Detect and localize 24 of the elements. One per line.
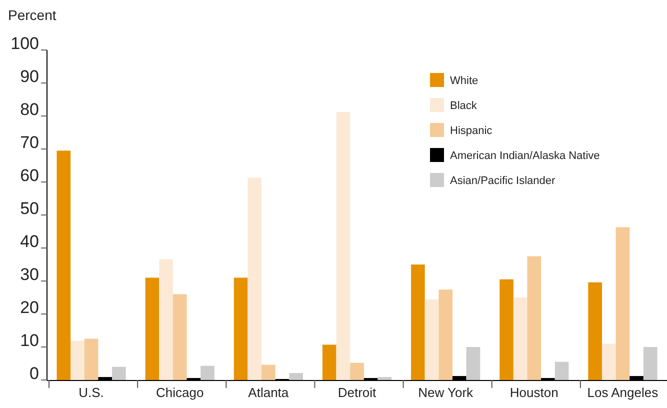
y-tick-label: 30: [20, 265, 39, 284]
x-tick-label: Chicago: [156, 385, 204, 400]
x-tick-label: Houston: [510, 385, 558, 400]
y-tick-label: 60: [20, 166, 39, 186]
y-tick-label: 90: [20, 67, 39, 86]
y-tick-label: 100: [10, 34, 39, 54]
legend-label: Asian/Pacific Islander: [450, 175, 556, 187]
x-tick-label: U.S.: [78, 385, 104, 400]
x-tick-label: Los Angeles: [587, 385, 659, 400]
x-tick-label: Atlanta: [248, 385, 290, 400]
y-tick-label: 80: [20, 100, 39, 120]
y-tick-label: 10: [20, 331, 39, 350]
x-tick-label: Detroit: [338, 385, 377, 400]
y-tick-label: 0: [30, 364, 39, 384]
x-tick-label: New York: [418, 385, 474, 400]
legend-label: American Indian/Alaska Native: [450, 150, 600, 162]
legend-label: Black: [450, 100, 478, 112]
y-tick-label: 70: [20, 133, 39, 152]
y-axis-title: Percent: [8, 7, 56, 23]
y-tick-label: 40: [20, 232, 39, 252]
y-tick-label: 20: [20, 298, 39, 318]
legend-label: White: [450, 75, 478, 87]
legend-label: Hispanic: [450, 125, 493, 137]
y-tick-label: 50: [20, 199, 39, 218]
